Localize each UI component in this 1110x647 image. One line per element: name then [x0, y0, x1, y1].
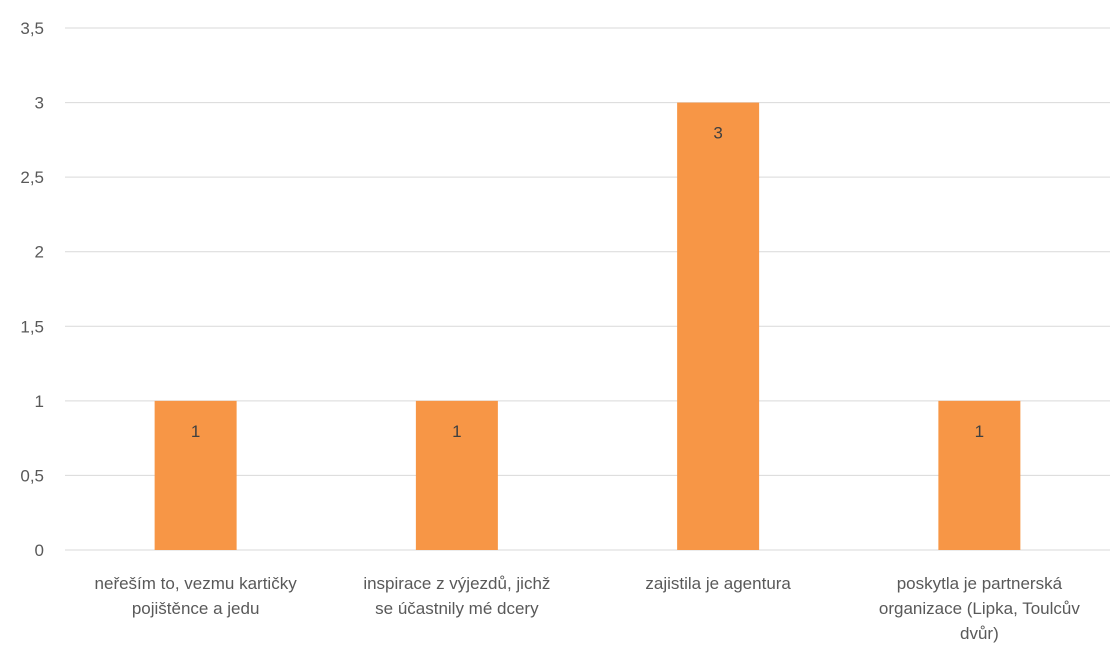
y-tick-label: 2: [35, 243, 44, 262]
x-tick-label: zajistila je agentura: [645, 574, 791, 593]
bar: [415, 400, 498, 550]
y-tick-label: 2,5: [20, 168, 44, 187]
x-tick-label: dvůr): [960, 624, 999, 643]
x-tick-label: neřeším to, vezmu kartičky: [95, 574, 298, 593]
bar: [938, 400, 1021, 550]
data-label: 1: [452, 422, 461, 441]
bar: [677, 102, 760, 551]
x-tick-label: poskytla je partnerská: [897, 574, 1063, 593]
bar: [154, 400, 237, 550]
data-label: 1: [191, 422, 200, 441]
x-tick-label: organizace (Lipka, Toulcův: [879, 599, 1080, 618]
y-tick-label: 1,5: [20, 317, 44, 336]
y-tick-label: 3,5: [20, 19, 44, 38]
x-tick-label: pojištěnce a jedu: [132, 599, 260, 618]
y-tick-label: 0: [35, 541, 44, 560]
y-tick-label: 1: [35, 392, 44, 411]
data-label: 1: [975, 422, 984, 441]
y-tick-label: 0,5: [20, 466, 44, 485]
x-tick-label: inspirace z výjezdů, jichž: [363, 574, 550, 593]
y-tick-label: 3: [35, 94, 44, 113]
x-tick-label: se účastnily mé dcery: [375, 599, 539, 618]
data-label: 3: [713, 124, 722, 143]
